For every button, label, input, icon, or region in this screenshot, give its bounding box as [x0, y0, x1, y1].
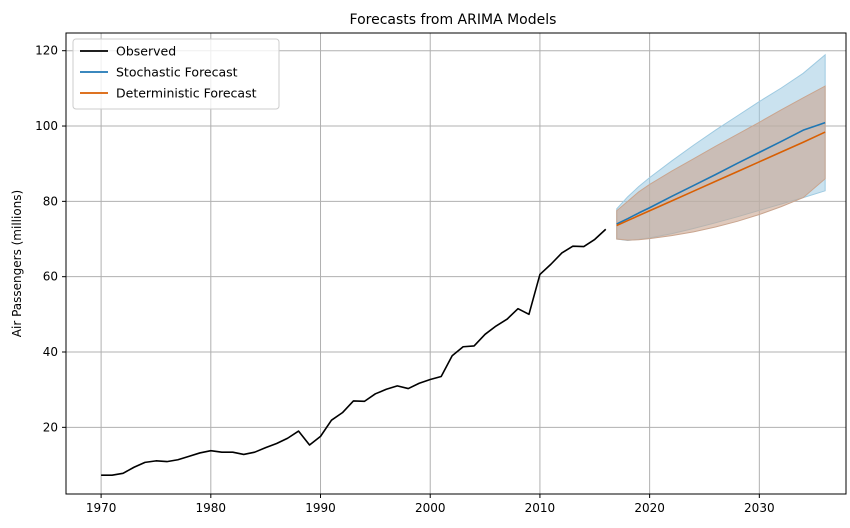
- y-tick-label: 60: [43, 270, 58, 284]
- confidence-bands: [616, 53, 826, 242]
- y-tick-label: 120: [35, 44, 58, 58]
- x-tick-label: 1990: [305, 501, 336, 515]
- legend-label: Deterministic Forecast: [116, 86, 257, 101]
- y-axis-label: Air Passengers (millions): [10, 190, 24, 337]
- y-tick-label: 40: [43, 345, 58, 359]
- legend-label: Observed: [116, 44, 176, 59]
- x-tick-label: 2000: [415, 501, 446, 515]
- deterministic-interval-band: [616, 85, 826, 241]
- x-tick-label: 1970: [86, 501, 117, 515]
- chart-title: Forecasts from ARIMA Models: [350, 12, 557, 28]
- legend: Observed Stochastic Forecast Deterministic…: [72, 38, 280, 110]
- x-axis-ticks: 1970 1980 1990 2000 2010 2020 2030: [86, 494, 775, 515]
- plot-frame: [65, 32, 847, 495]
- observed-line: [101, 228, 607, 476]
- series-lines: [101, 121, 826, 476]
- x-tick-label: 2030: [744, 501, 775, 515]
- y-axis-ticks: 20 40 60 80 100 120: [35, 44, 66, 434]
- y-tick-label: 20: [43, 420, 58, 434]
- y-tick-label: 80: [43, 194, 58, 208]
- stochastic-forecast-line: [616, 121, 826, 225]
- legend-label: Stochastic Forecast: [116, 65, 238, 80]
- y-tick-label: 100: [35, 119, 58, 133]
- x-tick-label: 2010: [525, 501, 556, 515]
- x-tick-label: 1980: [196, 501, 227, 515]
- deterministic-forecast-line: [616, 131, 826, 227]
- legend-box: [72, 38, 280, 110]
- x-tick-label: 2020: [634, 501, 665, 515]
